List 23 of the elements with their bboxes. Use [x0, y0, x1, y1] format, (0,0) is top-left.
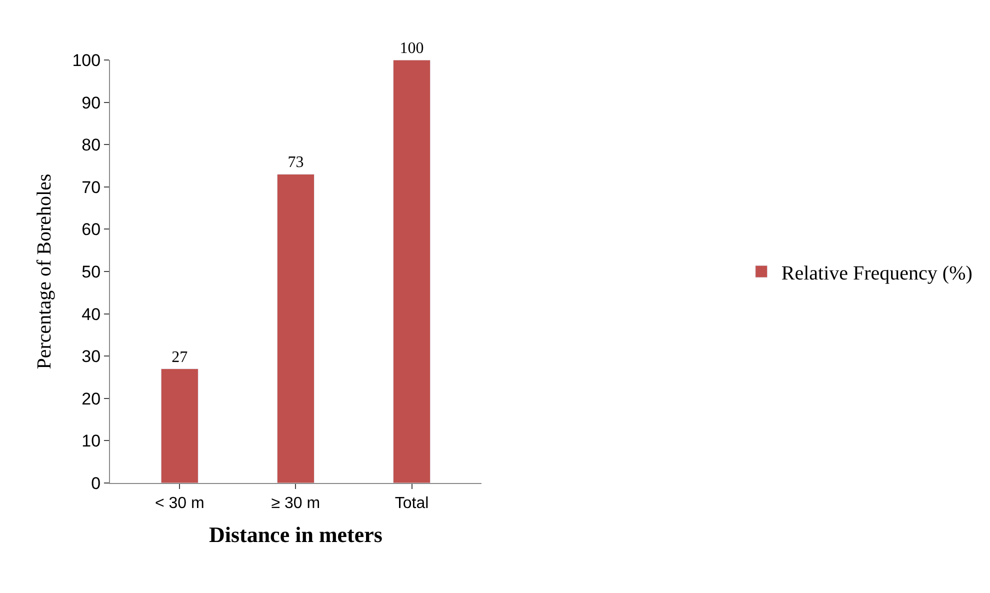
y-tick-label: 20 [82, 389, 101, 408]
x-tick-label: < 30 m [154, 495, 204, 512]
x-axis-title: Distance in meters [208, 522, 383, 548]
y-tick-label: 10 [82, 432, 101, 451]
legend-label: Relative Frequency (%) [781, 262, 972, 284]
y-tick-label: 80 [82, 136, 101, 155]
y-tick-label: 50 [82, 262, 101, 282]
bar [160, 368, 198, 483]
y-tick-label: 0 [91, 474, 101, 493]
y-tick-label: 90 [82, 93, 101, 112]
x-tick-label: Total [394, 495, 429, 512]
y-tick-label: 70 [82, 178, 101, 197]
data-label: 100 [400, 40, 424, 57]
data-label: 73 [288, 154, 304, 172]
y-tick-label: 30 [82, 347, 101, 366]
y-tick-label: 40 [82, 304, 101, 324]
y-tick-label: 60 [82, 220, 101, 240]
bar [392, 60, 431, 483]
data-label: 27 [172, 348, 188, 366]
y-tick-label: 100 [72, 50, 101, 70]
y-axis-title: Percentage of Boreholes [34, 174, 56, 370]
bar [276, 174, 315, 483]
x-tick-label: ≥ 30 m [271, 495, 320, 512]
